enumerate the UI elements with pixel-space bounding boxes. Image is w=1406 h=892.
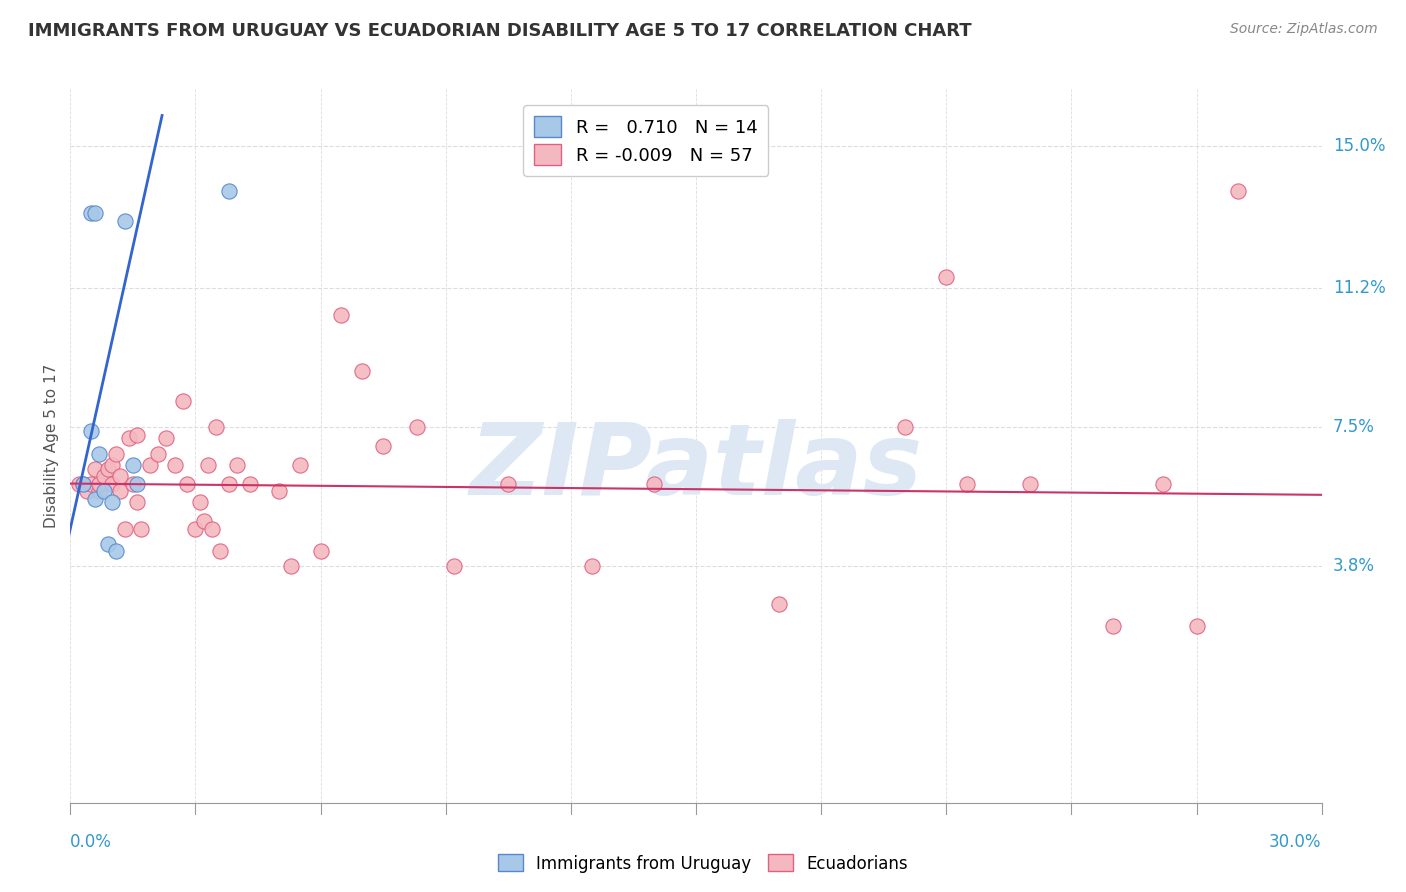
Point (80, 424, 103, 438)
Point (443, 559, 465, 574)
Point (239, 476, 262, 491)
Point (105, 544, 128, 558)
Point (114, 213, 136, 227)
Point (72, 476, 94, 491)
Point (172, 393, 194, 408)
Point (188, 495, 211, 509)
Point (226, 458, 249, 472)
Point (114, 522, 136, 536)
Point (184, 522, 207, 536)
Point (97, 461, 120, 475)
Point (405, 420, 427, 434)
Point (1102, 619, 1125, 633)
Point (72, 476, 94, 491)
Point (97, 536, 120, 550)
Point (105, 446, 128, 460)
Point (122, 476, 145, 491)
Point (84, 206, 107, 220)
Point (205, 420, 228, 434)
Point (80, 476, 103, 491)
Point (89, 446, 111, 460)
Text: IMMIGRANTS FROM URUGUAY VS ECUADORIAN DISABILITY AGE 5 TO 17 CORRELATION CHART: IMMIGRANTS FROM URUGUAY VS ECUADORIAN DI… (28, 22, 972, 40)
Point (1185, 619, 1208, 633)
Point (280, 559, 302, 574)
Point (1227, 184, 1250, 198)
Point (110, 484, 132, 499)
Point (935, 270, 957, 285)
Point (209, 544, 232, 558)
Point (89, 484, 111, 499)
Point (201, 522, 224, 536)
Point (288, 458, 311, 472)
Point (84, 461, 107, 475)
Point (80, 206, 103, 220)
Point (1152, 476, 1174, 491)
Point (101, 458, 124, 472)
Text: 7.5%: 7.5% (1333, 418, 1375, 436)
Point (125, 476, 148, 491)
Point (125, 495, 148, 509)
Point (1018, 476, 1040, 491)
Point (155, 432, 177, 446)
Legend: R =   0.710   N = 14, R = -0.009   N = 57: R = 0.710 N = 14, R = -0.009 N = 57 (523, 105, 769, 176)
Point (93, 469, 115, 483)
Text: Source: ZipAtlas.com: Source: ZipAtlas.com (1230, 22, 1378, 37)
Point (498, 476, 520, 491)
Point (352, 364, 374, 378)
Text: 30.0%: 30.0% (1270, 833, 1322, 851)
Point (101, 495, 124, 509)
Point (138, 458, 160, 472)
Point (768, 597, 790, 611)
Point (89, 476, 111, 491)
Legend: Immigrants from Uruguay, Ecuadorians: Immigrants from Uruguay, Ecuadorians (491, 847, 915, 880)
Point (330, 308, 353, 322)
Point (122, 458, 145, 472)
Y-axis label: Disability Age 5 to 17: Disability Age 5 to 17 (44, 364, 59, 528)
Point (176, 476, 198, 491)
Point (893, 420, 915, 434)
Point (267, 484, 290, 499)
Point (643, 476, 665, 491)
Point (118, 432, 141, 446)
Point (125, 427, 148, 442)
Point (581, 559, 603, 574)
Point (101, 476, 124, 491)
Point (110, 469, 132, 483)
Point (129, 522, 152, 536)
Point (218, 184, 240, 198)
Text: 0.0%: 0.0% (70, 833, 112, 851)
Text: ZIPatlas: ZIPatlas (470, 419, 922, 516)
Point (371, 439, 394, 453)
Point (67, 476, 90, 491)
Point (956, 476, 979, 491)
Point (163, 458, 186, 472)
Point (93, 484, 115, 499)
Point (76, 484, 98, 499)
Point (218, 476, 240, 491)
Point (84, 491, 107, 506)
Point (197, 458, 219, 472)
Point (146, 446, 169, 460)
Point (193, 514, 215, 528)
Text: 15.0%: 15.0% (1333, 136, 1385, 154)
Text: 3.8%: 3.8% (1333, 558, 1375, 575)
Point (309, 544, 332, 558)
Text: 11.2%: 11.2% (1333, 279, 1385, 297)
